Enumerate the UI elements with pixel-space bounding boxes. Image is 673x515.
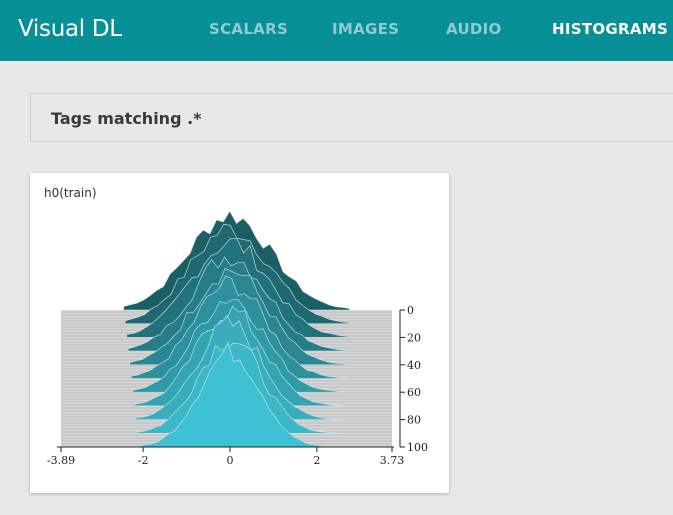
chart-title: h0(train)	[44, 186, 97, 200]
y-tick-label: 80	[407, 414, 421, 427]
histogram-card: -3.89 -2 0 2 3.73 0 20 40 60 80 100 h0(train)	[30, 173, 449, 493]
tab-images[interactable]: IMAGES	[332, 20, 400, 38]
y-tick-label: 40	[407, 359, 421, 372]
x-tick-label: 2	[313, 454, 320, 467]
y-tick-label: 20	[407, 331, 421, 344]
tag-filter-label: Tags matching .*	[51, 109, 202, 128]
tab-audio[interactable]: AUDIO	[446, 20, 502, 38]
tab-scalars[interactable]: SCALARS	[209, 20, 289, 38]
y-tick-label: 60	[407, 386, 421, 399]
histogram-step-100	[138, 341, 341, 448]
x-tick-label: -3.89	[47, 454, 75, 467]
y-tick-label: 100	[407, 441, 428, 454]
x-tick-label: -2	[138, 454, 149, 467]
x-tick-label: 3.73	[380, 454, 405, 467]
x-tick-label: 0	[226, 454, 233, 467]
tab-histograms[interactable]: HISTOGRAMS	[552, 20, 669, 38]
app-logo[interactable]: Visual DL	[18, 16, 122, 42]
y-tick-label: 0	[407, 304, 414, 317]
tag-filter-bar[interactable]: Tags matching .*	[30, 93, 673, 142]
top-nav-bar: Visual DL SCALARS IMAGES AUDIO HISTOGRAM…	[0, 0, 673, 61]
histogram-chart[interactable]: -3.89 -2 0 2 3.73 0 20 40 60 80 100	[30, 173, 449, 493]
